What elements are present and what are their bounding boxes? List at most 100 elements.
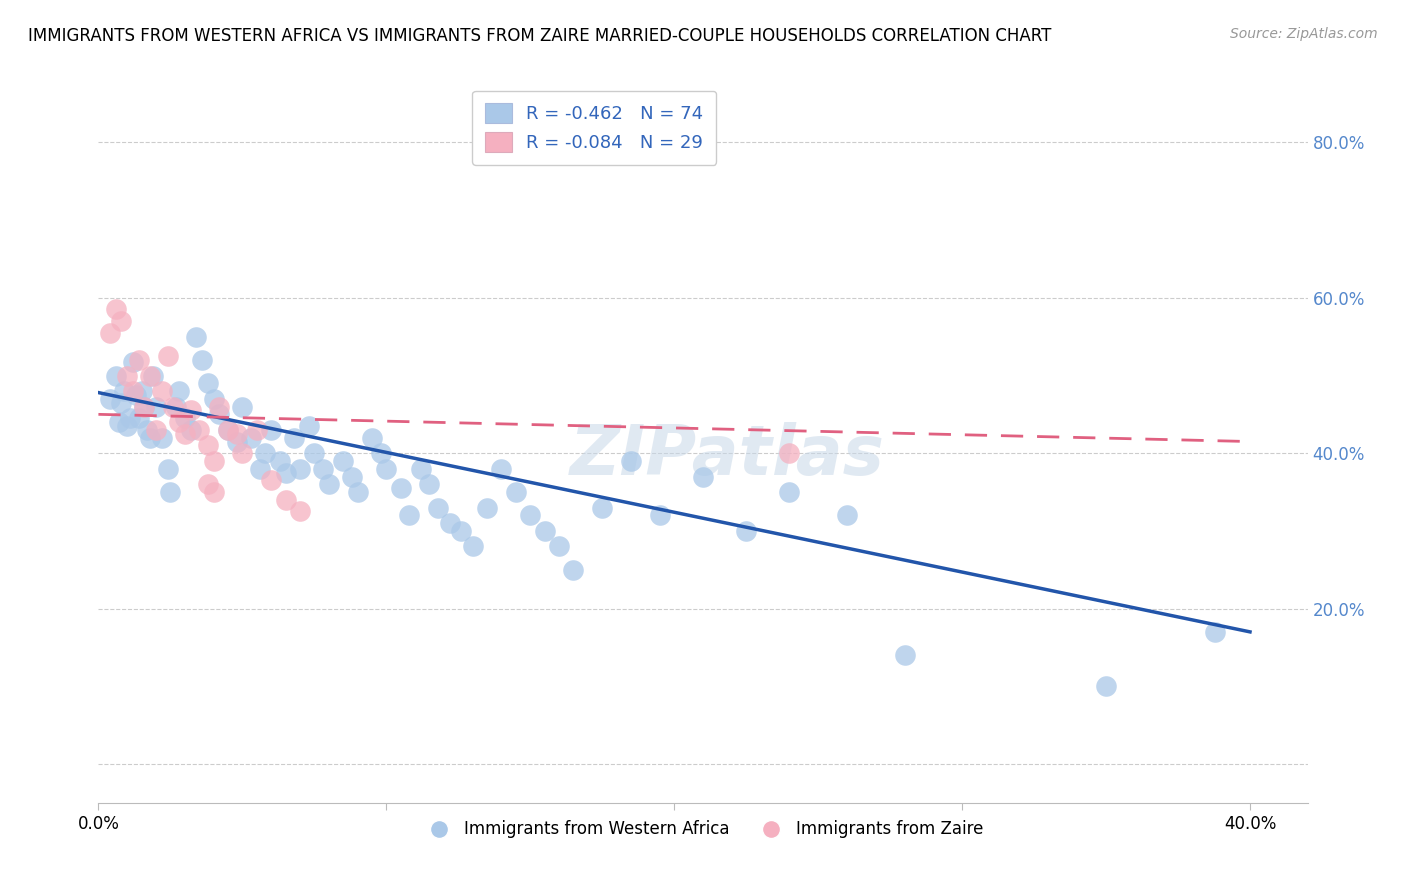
Point xyxy=(197,438,219,452)
Point xyxy=(249,461,271,475)
Point xyxy=(225,426,247,441)
Point xyxy=(240,431,263,445)
Point xyxy=(159,485,181,500)
Point xyxy=(461,540,484,554)
Point xyxy=(162,400,184,414)
Point xyxy=(297,419,319,434)
Point xyxy=(346,485,368,500)
Point xyxy=(217,423,239,437)
Point xyxy=(197,376,219,391)
Point xyxy=(1204,624,1226,639)
Text: Source: ZipAtlas.com: Source: ZipAtlas.com xyxy=(1230,27,1378,41)
Point xyxy=(188,423,211,437)
Point xyxy=(165,400,187,414)
Point xyxy=(202,454,225,468)
Point xyxy=(167,384,190,398)
Point xyxy=(225,434,247,449)
Point xyxy=(145,400,167,414)
Point xyxy=(115,368,138,383)
Point xyxy=(269,454,291,468)
Point xyxy=(375,461,398,475)
Point xyxy=(136,423,159,437)
Point xyxy=(620,454,643,468)
Point xyxy=(260,423,283,437)
Point xyxy=(398,508,420,523)
Point xyxy=(475,500,498,515)
Point xyxy=(104,368,127,383)
Point xyxy=(115,419,138,434)
Point xyxy=(491,461,513,475)
Point xyxy=(548,540,571,554)
Point xyxy=(450,524,472,538)
Point xyxy=(389,481,412,495)
Point xyxy=(131,384,153,398)
Point xyxy=(283,431,305,445)
Point xyxy=(519,508,541,523)
Point xyxy=(692,469,714,483)
Point xyxy=(134,400,156,414)
Point xyxy=(591,500,613,515)
Point xyxy=(98,392,121,406)
Point xyxy=(274,466,297,480)
Point xyxy=(120,411,142,425)
Point xyxy=(427,500,450,515)
Point xyxy=(167,415,190,429)
Point xyxy=(180,423,202,437)
Point xyxy=(409,461,432,475)
Point xyxy=(231,446,253,460)
Point xyxy=(145,423,167,437)
Point xyxy=(835,508,858,523)
Point xyxy=(533,524,555,538)
Point xyxy=(150,384,173,398)
Point xyxy=(139,431,162,445)
Point xyxy=(208,408,231,422)
Point xyxy=(150,431,173,445)
Point xyxy=(110,395,132,409)
Point xyxy=(112,384,135,398)
Point xyxy=(439,516,461,530)
Point xyxy=(122,384,145,398)
Point xyxy=(1095,679,1118,693)
Point xyxy=(191,353,214,368)
Point xyxy=(208,400,231,414)
Point xyxy=(505,485,527,500)
Point xyxy=(104,302,127,317)
Point xyxy=(173,411,195,425)
Point xyxy=(735,524,758,538)
Point xyxy=(304,446,326,460)
Point xyxy=(246,423,269,437)
Point xyxy=(156,349,179,363)
Point xyxy=(418,477,440,491)
Point xyxy=(197,477,219,491)
Point xyxy=(361,431,384,445)
Point xyxy=(778,485,800,500)
Point xyxy=(370,446,392,460)
Point xyxy=(332,454,354,468)
Point xyxy=(156,461,179,475)
Point xyxy=(122,354,145,368)
Point xyxy=(139,368,162,383)
Legend: Immigrants from Western Africa, Immigrants from Zaire: Immigrants from Western Africa, Immigran… xyxy=(416,814,990,845)
Point xyxy=(562,563,585,577)
Point xyxy=(260,474,283,488)
Point xyxy=(288,461,311,475)
Text: ZIPatlas: ZIPatlas xyxy=(569,423,884,490)
Point xyxy=(202,392,225,406)
Point xyxy=(110,314,132,328)
Point xyxy=(274,492,297,507)
Point xyxy=(254,446,277,460)
Point xyxy=(340,469,363,483)
Point xyxy=(893,648,915,663)
Point xyxy=(107,415,129,429)
Point xyxy=(288,504,311,518)
Point xyxy=(142,368,165,383)
Point xyxy=(186,329,208,343)
Point xyxy=(312,461,335,475)
Point xyxy=(180,403,202,417)
Point xyxy=(134,400,156,414)
Point xyxy=(778,446,800,460)
Point xyxy=(231,400,253,414)
Point xyxy=(173,426,195,441)
Text: IMMIGRANTS FROM WESTERN AFRICA VS IMMIGRANTS FROM ZAIRE MARRIED-COUPLE HOUSEHOLD: IMMIGRANTS FROM WESTERN AFRICA VS IMMIGR… xyxy=(28,27,1052,45)
Point xyxy=(648,508,671,523)
